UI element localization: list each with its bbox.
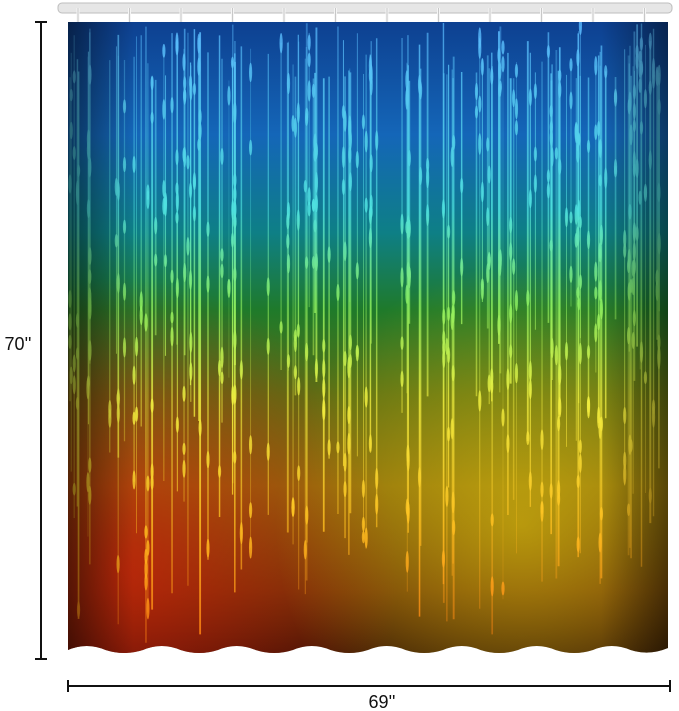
curtain-rod [57,2,673,14]
width-dimension: 69'' [67,680,671,711]
height-label: 70'' [5,334,32,354]
curtain [68,22,668,653]
edge-shade [68,22,668,653]
label-bg [0,330,40,356]
height-dimension: 70'' [0,21,47,660]
width-label: 69'' [369,692,396,711]
